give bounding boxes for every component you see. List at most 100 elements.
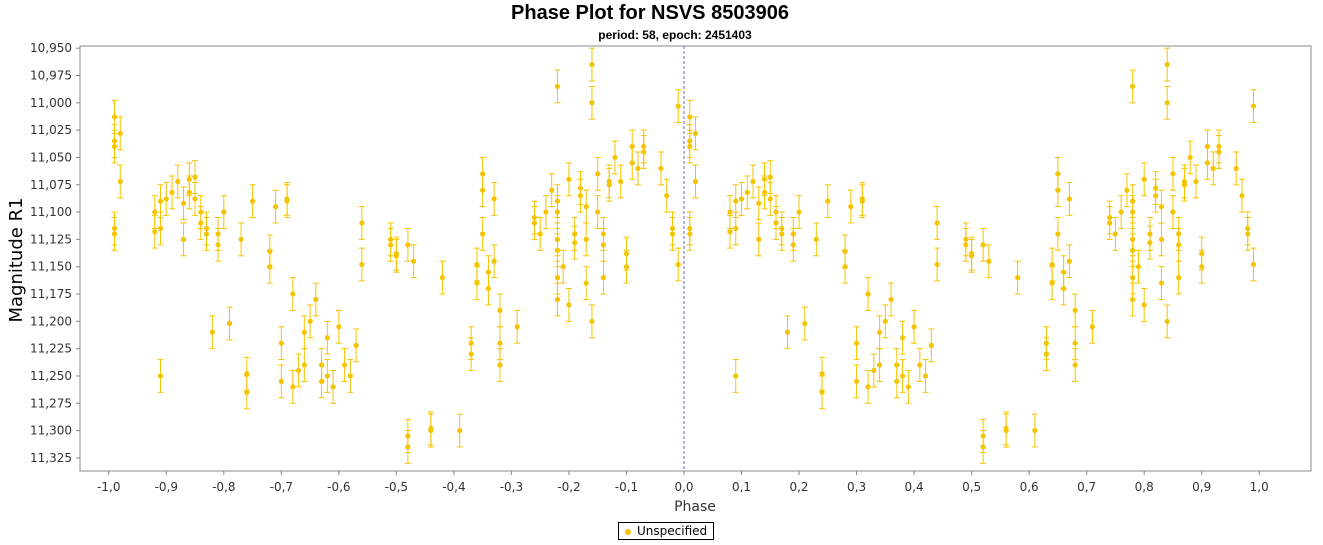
data-point xyxy=(278,340,284,346)
data-point xyxy=(572,240,578,246)
data-point xyxy=(675,103,681,109)
data-point xyxy=(813,236,819,242)
x-tick-label: -0,9 xyxy=(155,480,178,494)
data-point xyxy=(589,100,595,106)
data-point xyxy=(1141,176,1147,182)
data-points xyxy=(111,47,1257,464)
x-tick-label: -1,0 xyxy=(97,480,120,494)
data-point xyxy=(215,242,221,248)
data-point xyxy=(583,280,589,286)
data-point xyxy=(842,264,848,270)
data-point xyxy=(980,242,986,248)
data-point xyxy=(1199,250,1205,257)
x-tick-label: 0,0 xyxy=(674,480,693,494)
data-point xyxy=(1032,427,1038,434)
y-tick-label: 11,100 xyxy=(30,205,72,219)
data-point xyxy=(480,187,486,193)
data-point xyxy=(1124,187,1130,193)
data-point xyxy=(497,362,503,368)
data-point xyxy=(1066,258,1073,264)
data-point xyxy=(186,189,192,196)
x-tick-label: -0,2 xyxy=(557,480,580,494)
data-point xyxy=(917,362,923,368)
data-point xyxy=(1130,296,1136,303)
data-point xyxy=(911,324,917,330)
data-point xyxy=(1164,100,1170,106)
x-tick-label: 0,3 xyxy=(847,480,866,494)
data-point xyxy=(1158,236,1165,242)
data-point xyxy=(497,307,503,313)
data-point xyxy=(1107,220,1113,226)
data-point xyxy=(318,378,325,385)
y-tick-label: 11,175 xyxy=(30,287,72,301)
data-point xyxy=(1043,340,1049,346)
data-point xyxy=(111,143,118,150)
data-point xyxy=(589,318,595,324)
data-point xyxy=(405,242,411,248)
data-point xyxy=(554,296,561,303)
data-point xyxy=(537,231,543,237)
data-point xyxy=(1130,198,1136,204)
data-point xyxy=(457,427,463,434)
data-point xyxy=(180,236,187,242)
data-point xyxy=(825,198,831,204)
data-point xyxy=(554,198,561,204)
data-point xyxy=(111,114,118,120)
data-point xyxy=(658,165,664,171)
data-point xyxy=(876,362,883,368)
data-point xyxy=(669,225,676,232)
x-tick-label: -0,4 xyxy=(442,480,465,494)
y-tick-label: 11,125 xyxy=(30,232,72,246)
legend: Unspecified xyxy=(618,522,715,540)
data-point xyxy=(411,258,417,264)
data-point xyxy=(192,196,198,202)
data-point xyxy=(1250,261,1257,268)
data-point xyxy=(307,318,313,324)
data-point xyxy=(899,373,906,379)
data-point xyxy=(1210,165,1216,171)
data-point xyxy=(359,220,365,226)
data-point xyxy=(1170,171,1176,177)
data-point xyxy=(474,280,480,286)
data-point xyxy=(111,231,118,237)
data-point xyxy=(1130,83,1136,90)
y-tick-label: 11,025 xyxy=(30,123,72,137)
data-point xyxy=(1055,231,1061,237)
data-point xyxy=(1170,209,1176,215)
data-point xyxy=(169,189,175,196)
data-point xyxy=(733,225,739,232)
data-point xyxy=(600,275,607,281)
x-tick-label: 0,6 xyxy=(1020,480,1039,494)
data-point xyxy=(1147,240,1153,246)
data-point xyxy=(635,165,641,171)
data-point xyxy=(209,329,215,335)
data-point xyxy=(1204,160,1211,166)
data-point xyxy=(727,209,733,215)
data-point xyxy=(428,425,434,431)
chart-subtitle: period: 58, epoch: 2451403 xyxy=(598,28,752,42)
data-point xyxy=(612,154,618,161)
data-point xyxy=(733,198,739,204)
y-tick-label: 11,150 xyxy=(30,260,72,274)
data-point xyxy=(1049,261,1055,268)
data-point xyxy=(790,242,796,248)
data-point xyxy=(1130,236,1136,242)
data-point xyxy=(1187,154,1193,161)
data-point xyxy=(393,250,399,257)
data-point xyxy=(606,182,612,188)
data-point xyxy=(1072,307,1078,313)
data-point xyxy=(152,229,158,235)
data-point xyxy=(859,198,865,204)
x-tick-label: 1,0 xyxy=(1250,480,1269,494)
data-point xyxy=(313,296,319,303)
data-point xyxy=(491,258,497,264)
data-point xyxy=(336,324,342,330)
data-point xyxy=(1164,61,1170,68)
data-point xyxy=(221,209,227,215)
y-axis-label: Magnitude R1 xyxy=(6,197,27,322)
data-point xyxy=(692,130,699,137)
data-point xyxy=(1061,285,1067,292)
data-point xyxy=(773,220,779,226)
x-tick-label: 0,7 xyxy=(1077,480,1096,494)
data-point xyxy=(767,196,773,202)
